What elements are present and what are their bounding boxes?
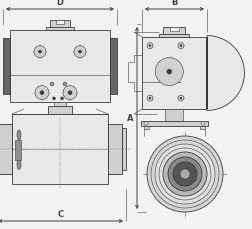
Circle shape xyxy=(162,152,206,196)
Bar xyxy=(140,121,207,126)
Circle shape xyxy=(200,122,204,126)
Circle shape xyxy=(34,46,46,58)
Circle shape xyxy=(177,96,183,102)
Bar xyxy=(10,31,110,103)
Circle shape xyxy=(179,98,181,100)
Bar xyxy=(159,35,189,38)
Bar xyxy=(48,106,72,114)
Bar xyxy=(3,39,10,95)
Circle shape xyxy=(179,45,181,47)
Ellipse shape xyxy=(17,160,21,170)
Bar xyxy=(141,38,206,109)
Circle shape xyxy=(74,46,86,58)
Circle shape xyxy=(146,96,152,102)
Circle shape xyxy=(148,98,150,100)
Circle shape xyxy=(63,83,67,87)
Circle shape xyxy=(40,91,44,95)
Circle shape xyxy=(50,83,54,87)
Ellipse shape xyxy=(17,131,21,140)
Bar xyxy=(12,114,108,184)
Bar xyxy=(56,21,64,25)
Bar xyxy=(165,109,183,121)
Bar xyxy=(169,28,178,32)
Bar xyxy=(15,140,21,160)
Circle shape xyxy=(35,86,49,100)
Bar xyxy=(50,21,70,31)
Circle shape xyxy=(143,122,147,126)
Circle shape xyxy=(38,51,41,54)
Text: A: A xyxy=(126,114,133,123)
Bar xyxy=(0,124,12,174)
Circle shape xyxy=(52,98,55,101)
Circle shape xyxy=(179,169,189,179)
Polygon shape xyxy=(206,36,243,111)
Bar xyxy=(199,126,204,129)
Bar xyxy=(54,103,66,117)
Text: B: B xyxy=(171,0,177,7)
Text: C: C xyxy=(57,209,63,218)
Circle shape xyxy=(63,86,77,100)
Circle shape xyxy=(172,162,196,186)
Circle shape xyxy=(146,136,222,212)
Circle shape xyxy=(166,70,171,75)
Circle shape xyxy=(155,58,183,86)
Bar xyxy=(143,126,148,129)
Text: D: D xyxy=(56,0,63,7)
Circle shape xyxy=(148,45,150,47)
Bar xyxy=(108,124,121,174)
Bar xyxy=(110,39,116,95)
Circle shape xyxy=(167,157,201,191)
Circle shape xyxy=(60,98,63,101)
Circle shape xyxy=(78,51,81,54)
Circle shape xyxy=(146,44,152,49)
Circle shape xyxy=(68,91,72,95)
Bar xyxy=(46,28,74,31)
Circle shape xyxy=(177,44,183,49)
Circle shape xyxy=(154,144,214,204)
Bar xyxy=(121,128,125,170)
Bar xyxy=(163,28,185,38)
